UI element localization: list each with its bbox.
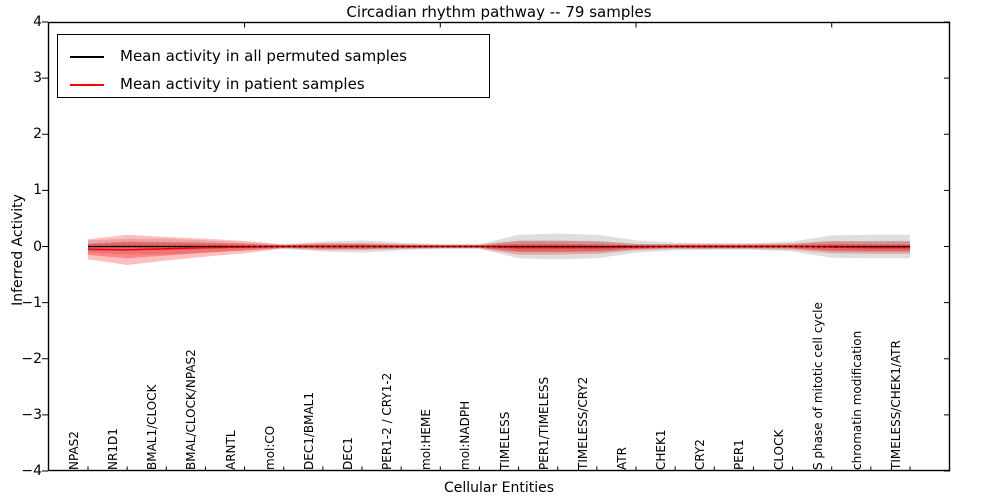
x-tick-label: ARNTL (223, 430, 238, 470)
legend-label: Mean activity in patient samples (120, 75, 365, 93)
legend-entry-patient: Mean activity in patient samples (58, 72, 489, 98)
x-tick-label: TIMELESS (497, 411, 512, 470)
y-tick-label: −1 (21, 294, 42, 311)
x-tick-label: ATR (615, 447, 629, 470)
x-tick-label: BMAL/CLOCK/NPAS2 (184, 349, 199, 470)
x-tick-label: CLOCK (771, 429, 786, 470)
x-tick-label: mol:CO (262, 425, 277, 470)
x-tick-label: CRY2 (693, 439, 708, 470)
patient-line-swatch (70, 84, 104, 86)
y-tick-label: 2 (33, 126, 42, 143)
y-tick-label: 4 (33, 14, 42, 30)
patient-band-inner (88, 241, 910, 259)
x-tick-label: DEC1 (341, 437, 355, 470)
x-tick-label: TIMELESS/CHEK1/ATR (889, 340, 903, 470)
x-tick-label: mol:NADPH (458, 400, 473, 470)
x-tick-label: mol:HEME (419, 409, 434, 470)
legend-entry-permuted: Mean activity in all permuted samples (58, 44, 489, 70)
chart-title: Circadian rhythm pathway -- 79 samples (346, 3, 652, 21)
y-tick-label: −2 (21, 350, 42, 367)
x-tick-label: S phase of mitotic cell cycle (810, 302, 825, 470)
y-tick-label: −4 (21, 463, 42, 479)
y-tick-label: −3 (21, 406, 42, 423)
x-tick-label: chromatin modification (849, 330, 864, 470)
patient-band-outer (88, 234, 910, 266)
x-tick-label: PER1 (732, 439, 747, 470)
y-tick-label: 0 (33, 238, 42, 255)
legend-label: Mean activity in all permuted samples (120, 47, 407, 65)
legend: Mean activity in all permuted samples Me… (57, 34, 490, 98)
x-tick-label: NPAS2 (67, 431, 81, 470)
x-tick-label: TIMELESS/CRY2 (575, 376, 590, 470)
x-tick-label: BMAL1/CLOCK (145, 384, 160, 471)
x-tick-label: NR1D1 (106, 428, 121, 470)
x-tick-label: PER1/TIMELESS (536, 376, 551, 470)
x-tick-label: PER1-2 / CRY1-2 (380, 372, 395, 470)
x-tick-label: DEC1/BMAL1 (301, 392, 316, 470)
y-tick-label: 1 (33, 182, 42, 199)
permuted-line-swatch (70, 56, 104, 58)
x-tick-label: CHEK1 (654, 429, 669, 471)
x-axis-label: Cellular Entities (443, 480, 555, 496)
y-tick-label: 3 (33, 70, 42, 87)
